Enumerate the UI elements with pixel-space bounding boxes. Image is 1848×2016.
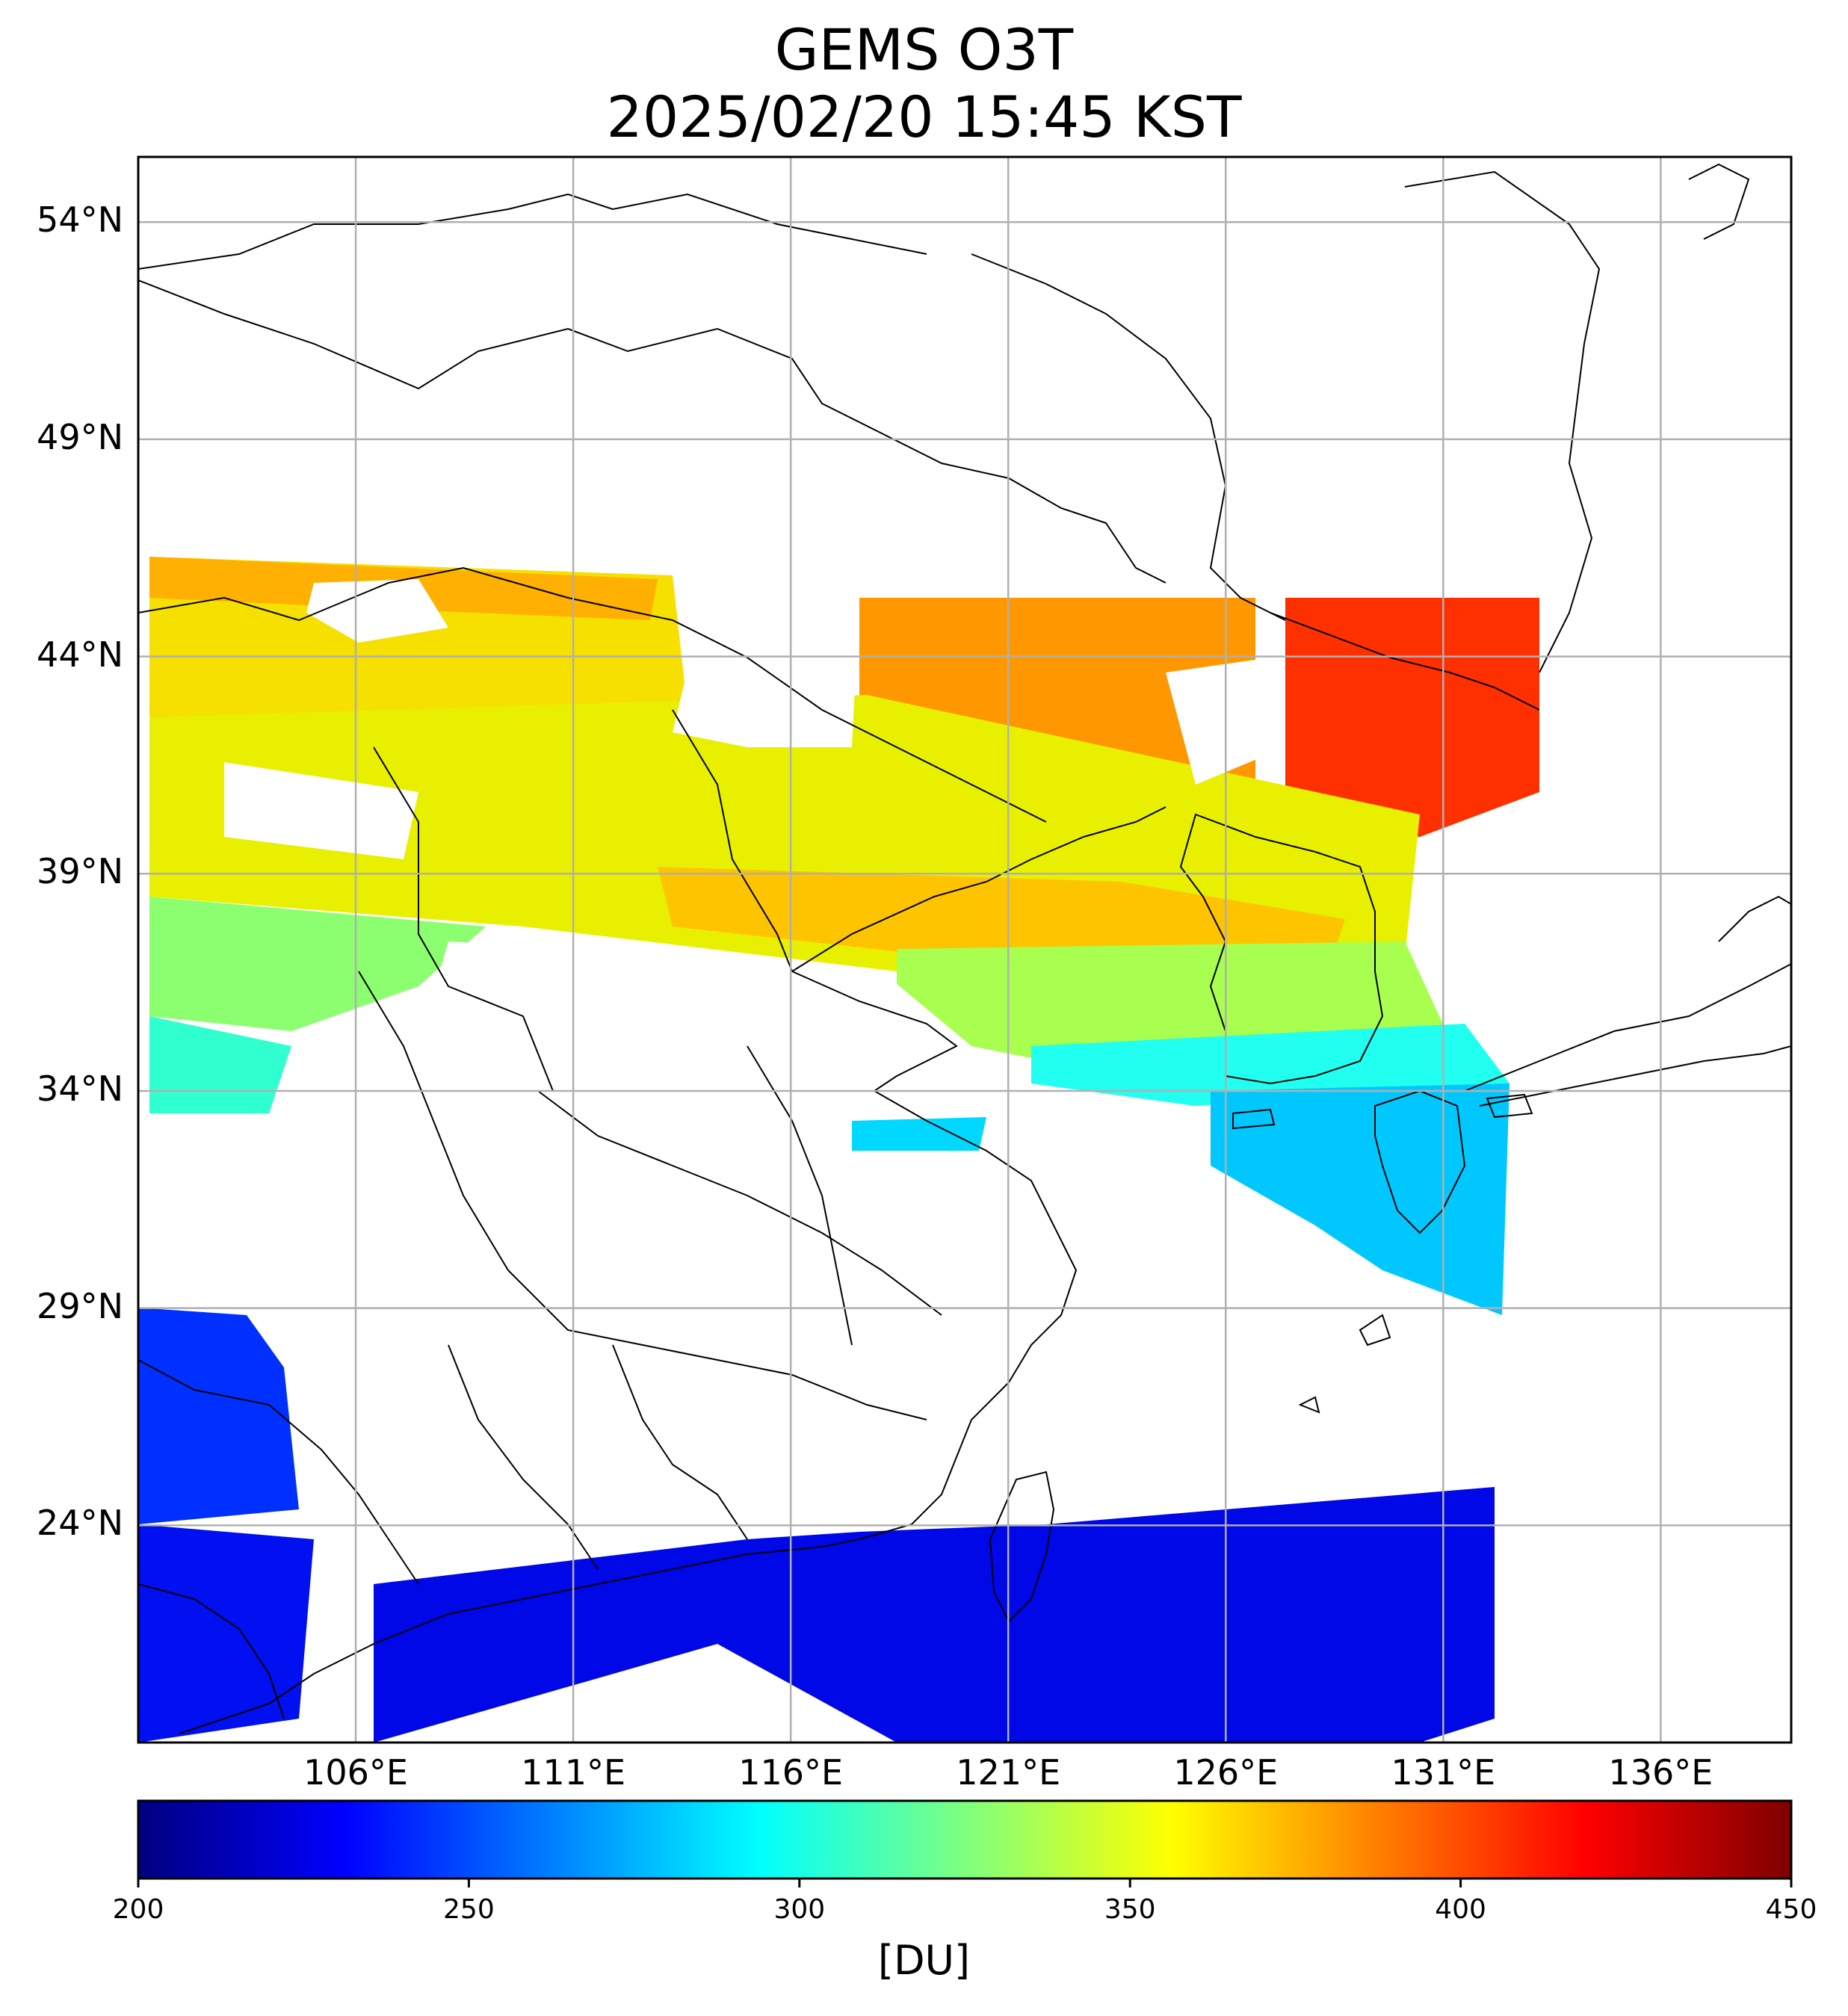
plot-frame: [137, 155, 1793, 1744]
chart-title: GEMS O3T: [774, 16, 1074, 83]
lon-tick-label: 106°E: [303, 1752, 408, 1793]
cloud-gap: [418, 941, 971, 1121]
island-honshu: [1464, 963, 1791, 1092]
ozone-band-cyan-east: [1031, 1024, 1509, 1106]
island-honshu-south: [1479, 1045, 1791, 1107]
coastlines-borders: [138, 163, 1791, 1734]
ozone-band-yellowsea: [852, 1117, 986, 1151]
lat-tick-label: 29°N: [37, 1285, 123, 1326]
border-southwest: [138, 1359, 419, 1585]
border-china-korea: [1270, 612, 1540, 711]
border-russia-east: [1404, 170, 1601, 673]
cloud-gap: [306, 579, 448, 643]
colorbar-tick-label: 450: [1765, 1894, 1817, 1925]
island-ryukyu: [1359, 1314, 1391, 1346]
island-taiwan: [989, 1471, 1055, 1623]
lat-tick-label: 54°N: [37, 200, 123, 241]
cloud-gap: [673, 575, 859, 747]
lon-tick-label: 111°E: [521, 1752, 626, 1793]
chart-subtitle: 2025/02/20 15:45 KST: [606, 84, 1242, 150]
coast-shandong: [791, 971, 958, 1092]
border-russia-mongolia: [138, 193, 927, 270]
lat-tick-label: 34°N: [37, 1068, 123, 1109]
lon-tick-label: 116°E: [738, 1752, 844, 1793]
ozone-band-cyan: [149, 1016, 291, 1113]
lat-tick-label: 44°N: [37, 634, 123, 675]
lat-tick-label: 39°N: [37, 851, 123, 892]
ozone-band-lightblue: [1211, 1083, 1509, 1315]
border-provinces-3: [612, 1344, 748, 1540]
lat-tick-label: 24°N: [37, 1503, 123, 1544]
ozone-band-mid-orange: [658, 867, 1345, 964]
ozone-band-blue-sea: [374, 1487, 1495, 1743]
lon-tick-label: 121°E: [956, 1752, 1061, 1793]
ozone-band-korea-red: [1285, 598, 1539, 837]
coast-hokkaido: [1718, 895, 1791, 942]
colorbar-tick-label: 200: [112, 1894, 164, 1925]
colorbar-tick-label: 400: [1435, 1894, 1486, 1925]
lon-tick-label: 131°E: [1391, 1752, 1496, 1793]
border-inner-mongolia: [138, 566, 1047, 823]
island-okinawa: [1298, 1396, 1320, 1414]
border-hebei: [672, 709, 793, 972]
island-kyushu: [1374, 1089, 1466, 1234]
gridlines: [138, 157, 1791, 1743]
border-provinces-4: [448, 1344, 599, 1570]
colorbar-ticks: [137, 1879, 1793, 1887]
island-shikoku: [1486, 1093, 1533, 1119]
lat-tick-label: 49°N: [37, 416, 123, 457]
ozone-band-blue-west: [138, 1308, 299, 1524]
colorbar-tick-label: 250: [443, 1894, 495, 1925]
border-provinces: [358, 971, 927, 1420]
coast-east-china: [874, 1090, 1078, 1525]
border-shaanxi: [373, 746, 554, 1092]
lon-tick-label: 136°E: [1608, 1752, 1713, 1793]
island-jeju: [1232, 1108, 1276, 1130]
border-china-north: [971, 253, 1286, 621]
ozone-band-green: [149, 897, 486, 1031]
colorbar-tick-label: 350: [1104, 1894, 1156, 1925]
coast-south-china: [179, 1524, 912, 1734]
cloud-gap: [224, 762, 418, 859]
border-provinces-2: [537, 1090, 942, 1316]
colorbar: [137, 1799, 1793, 1880]
border-vietnam: [138, 1583, 285, 1719]
border-provinces-5: [747, 1045, 853, 1346]
border-mongolia: [138, 279, 1166, 584]
ozone-band-korea-green: [897, 941, 1450, 1061]
peninsula-korea: [1179, 813, 1384, 1085]
colorbar-tick-label: 300: [773, 1894, 826, 1925]
ozone-field: [138, 557, 1539, 1743]
lon-tick-label: 126°E: [1173, 1752, 1279, 1793]
ozone-band-blue-south: [138, 1524, 314, 1743]
colorbar-unit: [DU]: [877, 1937, 971, 1984]
island-sakhalin: [1688, 163, 1750, 240]
